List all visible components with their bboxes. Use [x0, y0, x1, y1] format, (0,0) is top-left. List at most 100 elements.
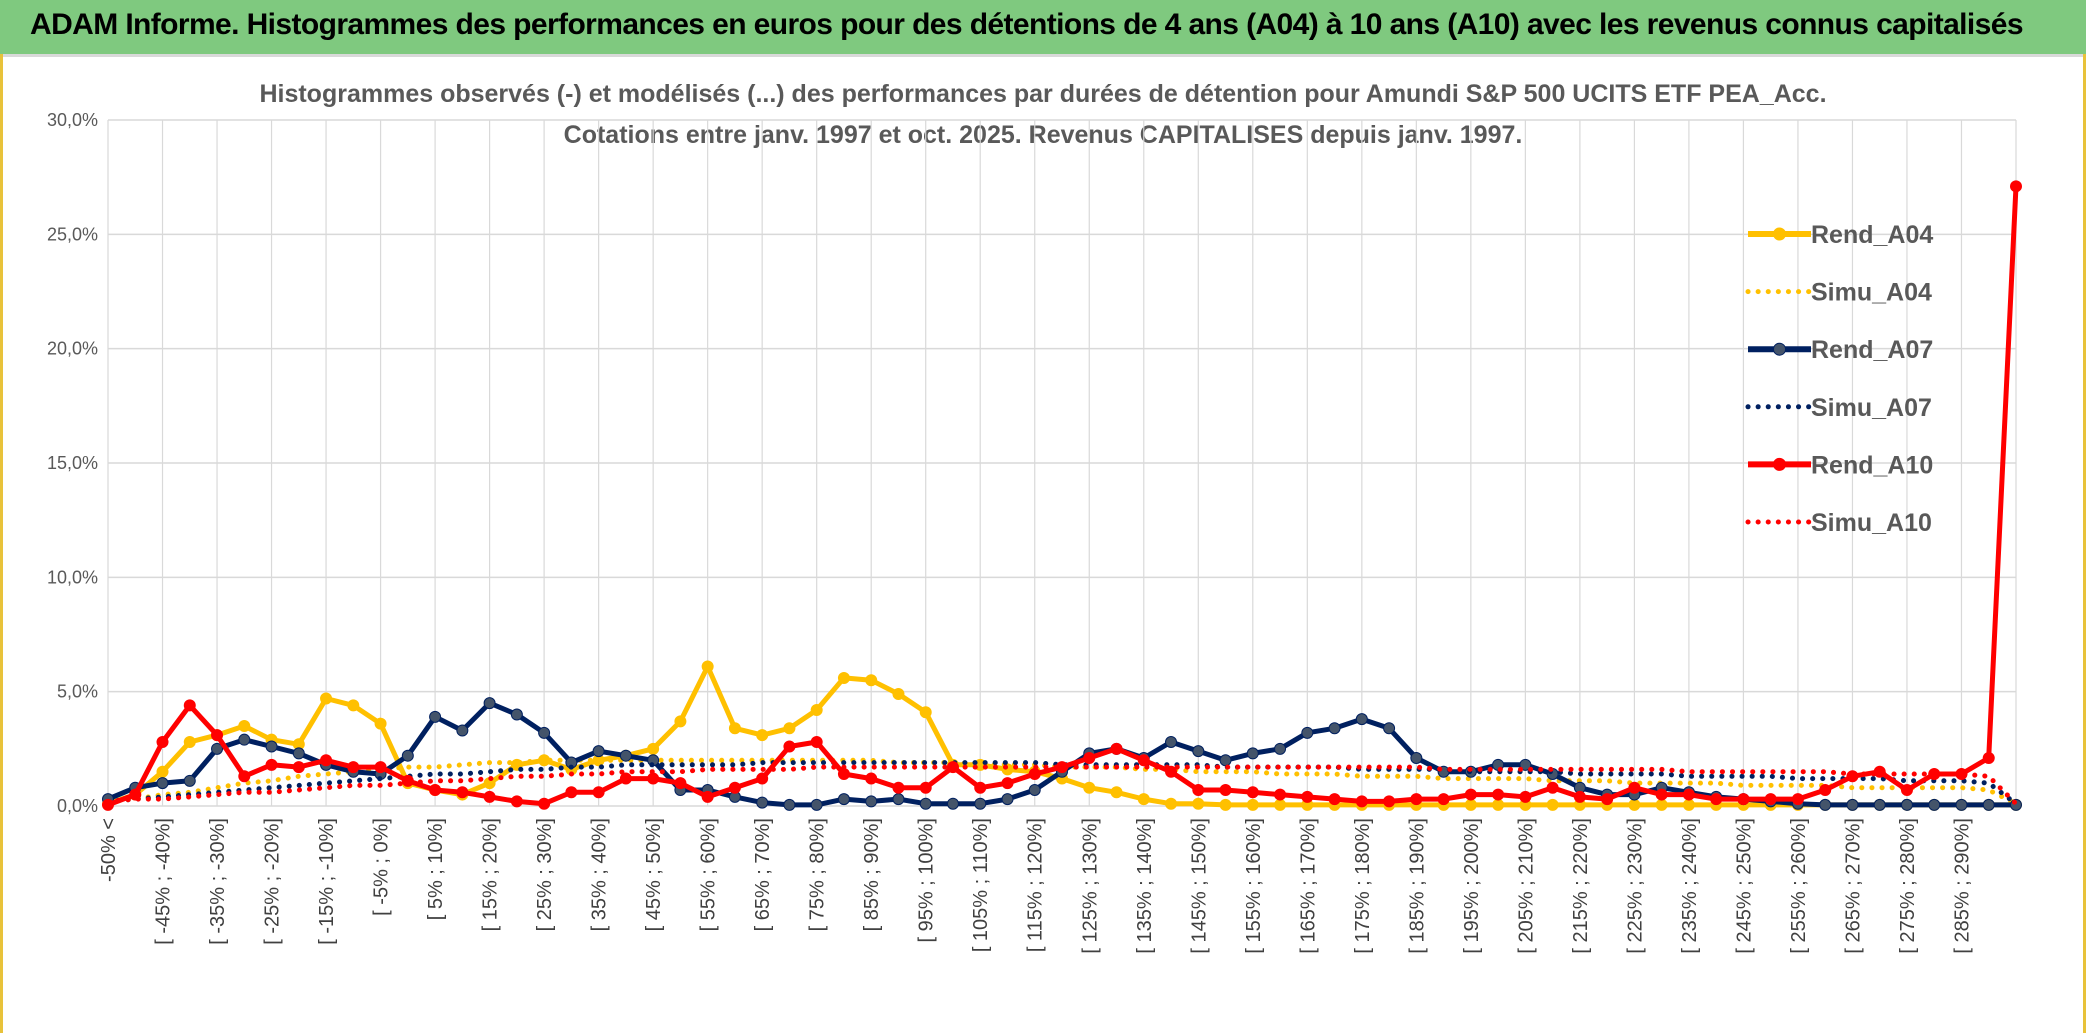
legend-item: Rend_A07	[1748, 336, 1933, 364]
series-simu-a04	[105, 757, 2019, 807]
data-point	[1028, 767, 1041, 780]
data-point	[1192, 783, 1205, 796]
data-point	[1710, 793, 1723, 806]
data-point	[510, 795, 523, 808]
legend-marker	[1773, 457, 1786, 471]
data-point	[756, 796, 769, 809]
data-point	[837, 767, 850, 780]
x-tick-label: [ 55% ; 60%]	[698, 818, 720, 931]
data-point	[183, 774, 196, 787]
series-rend-a07	[102, 697, 2022, 811]
x-tick-label: [ 145% ; 150%]	[1188, 818, 1210, 954]
data-point	[292, 761, 305, 774]
data-point	[865, 674, 878, 687]
x-tick-label: [ 125% ; 130%]	[1079, 818, 1101, 954]
y-axis-ticks: 0,0% 5,0% 10,0% 15,0% 20,0% 25,0% 30,0%	[47, 110, 98, 816]
data-point	[1246, 747, 1259, 760]
data-point	[810, 735, 823, 748]
data-point	[1301, 790, 1314, 803]
data-point	[265, 758, 278, 771]
data-point	[1328, 722, 1341, 735]
report-title: ADAM Informe. Histogrammes des performan…	[30, 8, 2024, 41]
x-tick-label: [ 165% ; 170%]	[1297, 818, 1319, 954]
legend-item: Simu_A10	[1745, 509, 1932, 537]
series-lines	[102, 180, 2022, 811]
data-point	[1301, 726, 1314, 739]
data-point	[783, 740, 796, 753]
data-point	[538, 726, 551, 739]
data-point	[510, 708, 523, 721]
x-tick-label: [ 265% ; 270%]	[1842, 818, 1864, 954]
data-point	[1655, 788, 1668, 801]
data-point	[456, 724, 469, 737]
data-point	[1846, 798, 1859, 811]
data-point	[1900, 798, 1913, 811]
x-tick-label: [ 285% ; 290%]	[1951, 818, 1973, 954]
data-point	[156, 735, 169, 748]
data-point	[1410, 793, 1423, 806]
x-tick-label: [ 255% ; 260%]	[1788, 818, 1810, 954]
x-tick-label: [ 235% ; 240%]	[1679, 818, 1701, 954]
data-point	[211, 742, 224, 755]
data-point	[592, 745, 605, 758]
data-point	[1328, 793, 1341, 806]
data-point	[756, 729, 769, 742]
y-tick-label: 5,0%	[57, 682, 98, 702]
data-point	[1900, 783, 1913, 796]
data-point	[728, 722, 741, 735]
data-point	[1955, 798, 1968, 811]
data-point	[892, 781, 905, 794]
x-axis-ticks: -50% < [ -45% ; -40%] [ -35% ; -30%] [ -25%…	[98, 818, 1973, 954]
chart-title-group: Histogrammes observés (-) et modélisés (…	[259, 80, 1826, 149]
data-point	[1219, 798, 1232, 811]
legend-item: Rend_A04	[1748, 221, 1933, 249]
data-point	[701, 660, 714, 673]
data-point	[1355, 713, 1368, 726]
data-point	[1165, 735, 1178, 748]
data-point	[783, 798, 796, 811]
x-tick-label: [ 195% ; 200%]	[1461, 818, 1483, 954]
data-point	[1137, 793, 1150, 806]
data-point	[374, 761, 387, 774]
data-point	[401, 749, 414, 762]
data-point	[1737, 793, 1750, 806]
data-point	[429, 783, 442, 796]
y-tick-label: 25,0%	[47, 224, 98, 244]
data-point	[837, 671, 850, 684]
data-point	[974, 797, 987, 810]
data-point	[1928, 798, 1941, 811]
data-point	[1137, 754, 1150, 767]
data-point	[810, 798, 823, 811]
x-tick-label: [ 5% ; 10%]	[425, 818, 447, 920]
chart-title: Histogrammes observés (-) et modélisés (…	[259, 80, 1826, 108]
data-point	[347, 761, 360, 774]
data-point	[1246, 798, 1259, 811]
series-rend-a04	[102, 660, 2022, 811]
series-line	[105, 757, 2019, 807]
data-point	[810, 703, 823, 716]
legend-marker	[1773, 342, 1786, 356]
data-point	[538, 797, 551, 810]
data-point	[919, 781, 932, 794]
x-tick-label: [ 175% ; 180%]	[1352, 818, 1374, 954]
data-point	[892, 793, 905, 806]
data-point	[647, 742, 660, 755]
x-tick-label: [ 245% ; 250%]	[1733, 818, 1755, 954]
y-tick-label: 0,0%	[57, 796, 98, 816]
x-tick-label: [ 115% ; 120%]	[1025, 818, 1047, 952]
data-point	[892, 687, 905, 700]
data-point	[592, 786, 605, 799]
legend-label: Simu_A07	[1811, 394, 1932, 422]
data-point	[619, 772, 632, 785]
data-point	[1001, 777, 1014, 790]
x-tick-label: [ 215% ; 220%]	[1570, 818, 1592, 954]
data-point	[1628, 781, 1641, 794]
legend-item: Simu_A07	[1745, 394, 1932, 422]
data-point	[837, 793, 850, 806]
data-point	[1383, 795, 1396, 808]
x-tick-label: [ -15% ; -10%]	[316, 818, 338, 945]
data-point	[1791, 793, 1804, 806]
data-point	[919, 706, 932, 719]
data-point	[1274, 742, 1287, 755]
data-point	[1982, 751, 1995, 764]
